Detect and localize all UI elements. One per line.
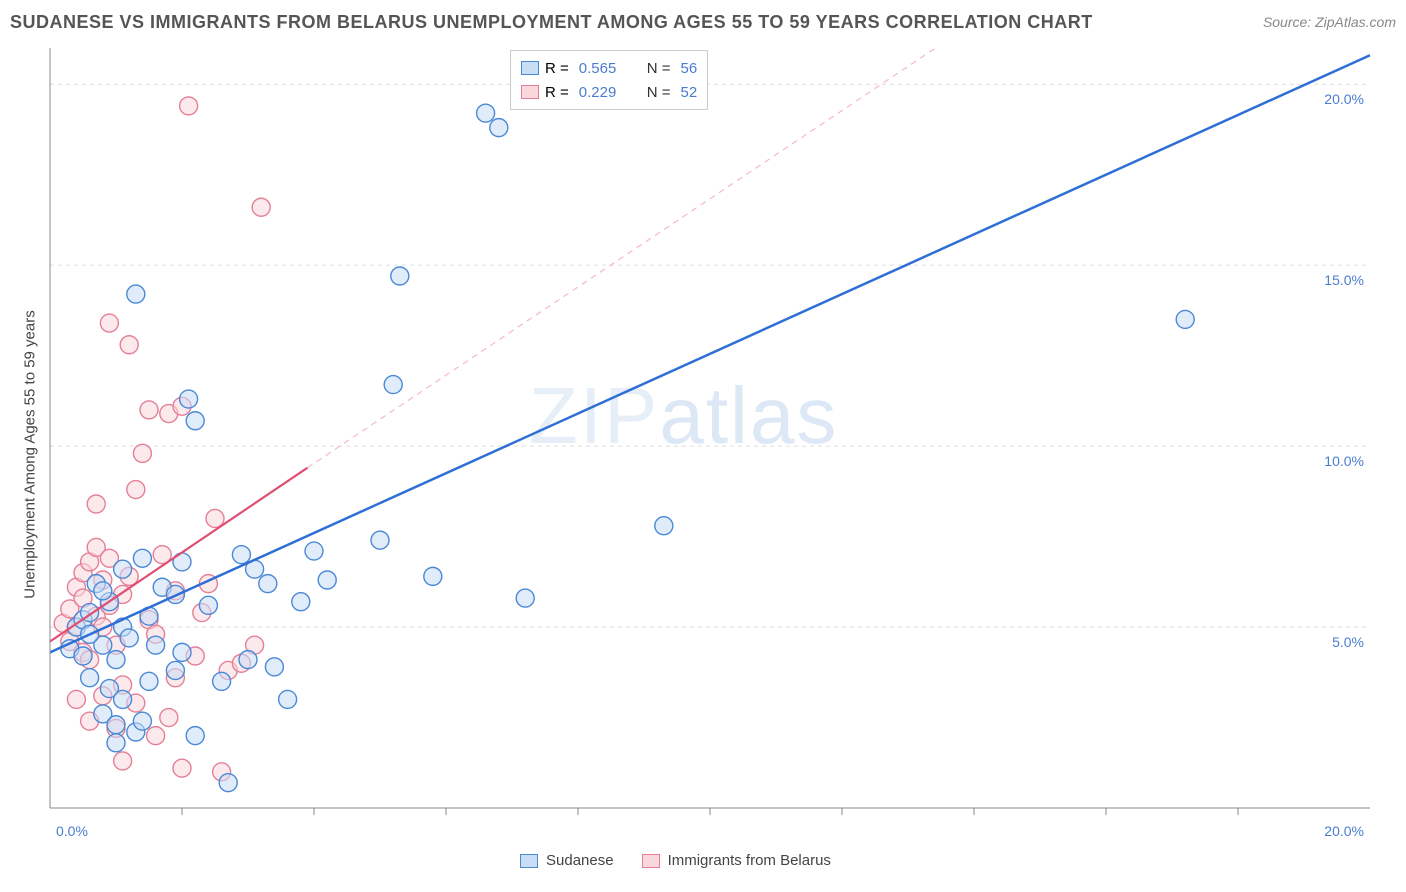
n-value: 56 [681, 60, 698, 77]
source-attribution: Source: ZipAtlas.com [1263, 14, 1396, 30]
data-point-belarus [133, 444, 151, 462]
data-point-belarus [147, 727, 165, 745]
data-point-sudanese [292, 593, 310, 611]
data-point-sudanese [114, 560, 132, 578]
data-point-belarus [127, 481, 145, 499]
legend-item: Sudanese [520, 852, 614, 869]
chart-title: SUDANESE VS IMMIGRANTS FROM BELARUS UNEM… [10, 12, 1093, 33]
r-label: R = [545, 84, 569, 101]
y-tick-label: 5.0% [1332, 634, 1364, 650]
data-point-sudanese [655, 517, 673, 535]
data-point-sudanese [1176, 310, 1194, 328]
legend-item: Immigrants from Belarus [642, 852, 831, 869]
data-point-sudanese [173, 643, 191, 661]
data-point-belarus [160, 709, 178, 727]
trend-line-sudanese [50, 55, 1370, 652]
data-point-sudanese [127, 285, 145, 303]
n-value: 52 [681, 84, 698, 101]
n-label: N = [647, 60, 671, 77]
x-tick-label: 20.0% [1324, 823, 1364, 839]
data-point-belarus [87, 495, 105, 513]
r-value: 0.565 [579, 60, 631, 77]
data-point-sudanese [107, 716, 125, 734]
data-point-sudanese [477, 104, 495, 122]
data-point-sudanese [219, 774, 237, 792]
stats-legend-row: R = 0.565 N = 56 [521, 56, 697, 80]
data-point-sudanese [107, 651, 125, 669]
legend-swatch [521, 61, 539, 75]
data-point-sudanese [213, 672, 231, 690]
x-tick-label: 0.0% [56, 823, 88, 839]
y-tick-label: 15.0% [1324, 272, 1364, 288]
data-point-sudanese [239, 651, 257, 669]
r-value: 0.229 [579, 84, 631, 101]
data-point-sudanese [81, 669, 99, 687]
scatter-plot-svg: ZIPatlas5.0%10.0%15.0%20.0%0.0%20.0% [48, 46, 1388, 846]
n-label: N = [647, 84, 671, 101]
r-label: R = [545, 60, 569, 77]
y-tick-label: 20.0% [1324, 91, 1364, 107]
data-point-belarus [114, 752, 132, 770]
data-point-belarus [252, 198, 270, 216]
data-point-sudanese [140, 672, 158, 690]
series-legend: Sudanese Immigrants from Belarus [520, 852, 831, 869]
data-point-belarus [120, 336, 138, 354]
data-point-sudanese [186, 412, 204, 430]
data-point-sudanese [391, 267, 409, 285]
data-point-sudanese [107, 734, 125, 752]
data-point-sudanese [147, 636, 165, 654]
data-point-sudanese [166, 661, 184, 679]
data-point-sudanese [424, 567, 442, 585]
legend-swatch [520, 854, 538, 868]
data-point-sudanese [74, 647, 92, 665]
data-point-sudanese [120, 629, 138, 647]
data-point-sudanese [371, 531, 389, 549]
y-tick-label: 10.0% [1324, 453, 1364, 469]
legend-label: Sudanese [546, 852, 614, 869]
data-point-belarus [100, 314, 118, 332]
data-point-sudanese [232, 546, 250, 564]
legend-swatch [521, 85, 539, 99]
data-point-sudanese [94, 582, 112, 600]
y-axis-label: Unemployment Among Ages 55 to 59 years [22, 295, 39, 615]
stats-legend-row: R = 0.229 N = 52 [521, 80, 697, 104]
data-point-sudanese [490, 119, 508, 137]
data-point-sudanese [318, 571, 336, 589]
data-point-sudanese [265, 658, 283, 676]
data-point-sudanese [133, 549, 151, 567]
legend-swatch [642, 854, 660, 868]
data-point-sudanese [114, 690, 132, 708]
legend-label: Immigrants from Belarus [668, 852, 831, 869]
data-point-belarus [67, 690, 85, 708]
data-point-sudanese [384, 376, 402, 394]
data-point-belarus [173, 759, 191, 777]
data-point-sudanese [259, 575, 277, 593]
data-point-sudanese [186, 727, 204, 745]
data-point-sudanese [180, 390, 198, 408]
data-point-sudanese [279, 690, 297, 708]
data-point-belarus [140, 401, 158, 419]
data-point-belarus [180, 97, 198, 115]
data-point-sudanese [199, 596, 217, 614]
data-point-sudanese [305, 542, 323, 560]
data-point-sudanese [133, 712, 151, 730]
data-point-sudanese [516, 589, 534, 607]
correlation-stats-legend: R = 0.565 N = 56 R = 0.229 N = 52 [510, 50, 708, 110]
chart-plot-area: ZIPatlas5.0%10.0%15.0%20.0%0.0%20.0% [48, 46, 1388, 842]
